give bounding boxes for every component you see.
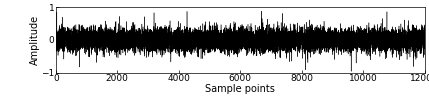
Y-axis label: Amplitude: Amplitude [30, 15, 40, 65]
X-axis label: Sample points: Sample points [205, 85, 275, 95]
